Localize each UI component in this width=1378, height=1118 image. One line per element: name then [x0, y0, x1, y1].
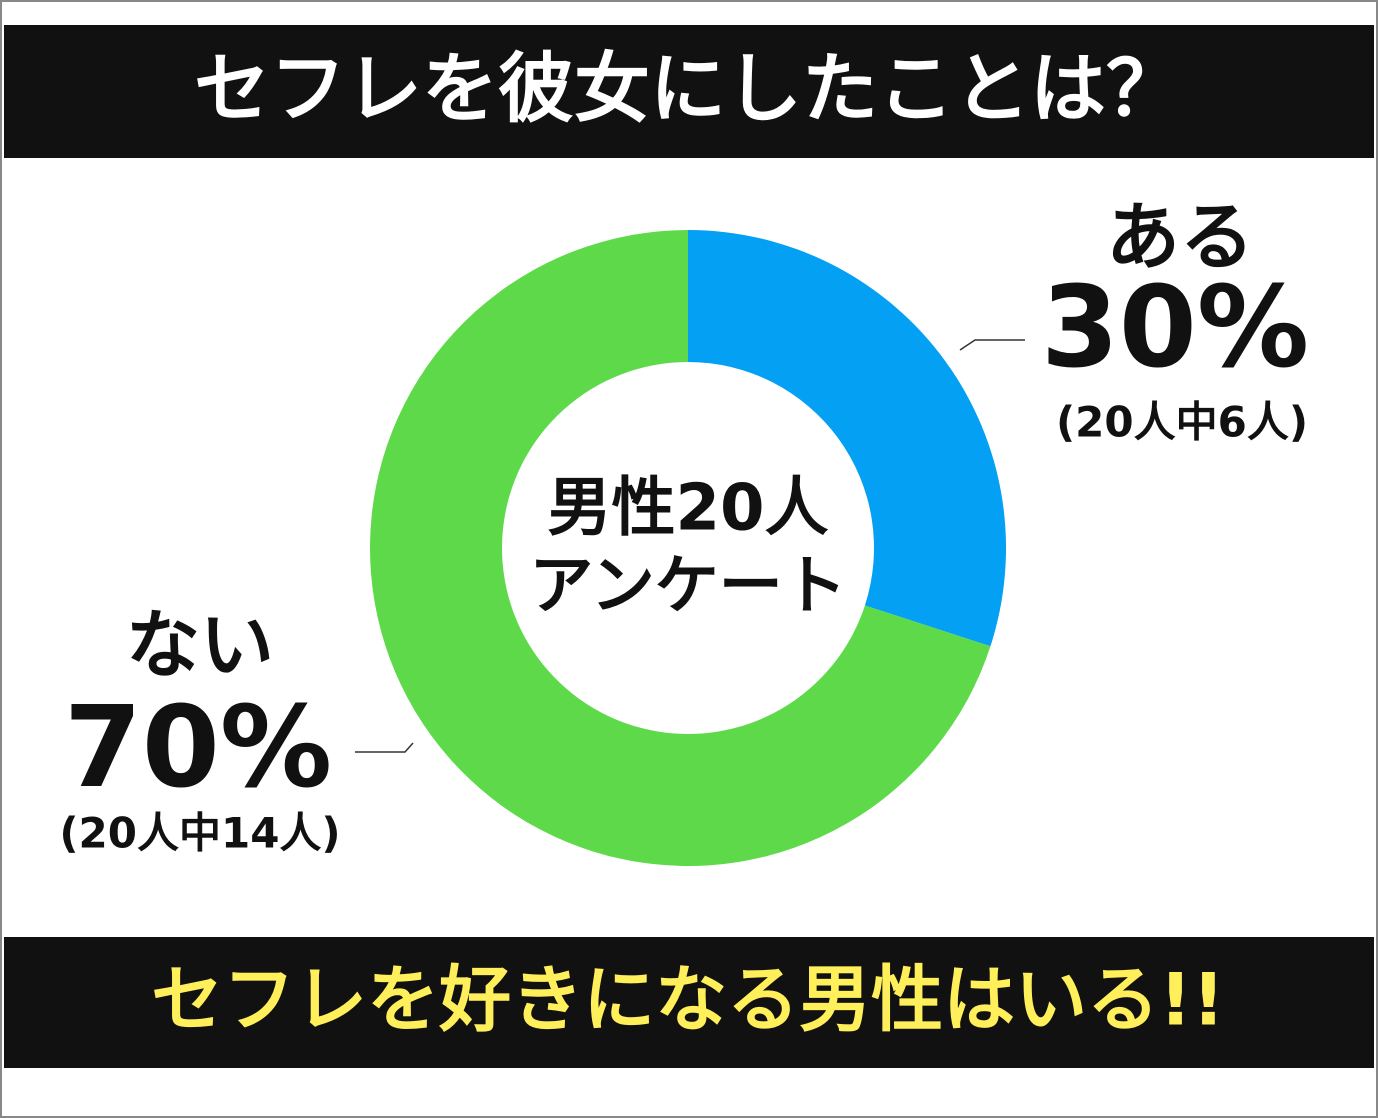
value-label: 30% [1041, 263, 1309, 393]
category-label: ある [1106, 195, 1254, 281]
footer-text: セフレを好きになる男性はいる!! [151, 958, 1225, 1042]
annotation: (20人中6人) [1056, 398, 1308, 447]
leader-line [959, 339, 1025, 351]
annotation: (20人中14人) [59, 809, 340, 858]
leader-line [355, 742, 414, 753]
footer-bar [4, 937, 1374, 1068]
title-bar [4, 25, 1374, 158]
chart-title: セフレを彼女にしたことは？ [194, 44, 1182, 133]
center-label: 男性20人 [547, 472, 828, 546]
donut-segment [370, 230, 991, 867]
center-label: アンケート [529, 550, 846, 624]
value-label: 70% [64, 683, 332, 813]
category-label: ない [126, 603, 274, 689]
donut-segment [688, 230, 1007, 647]
